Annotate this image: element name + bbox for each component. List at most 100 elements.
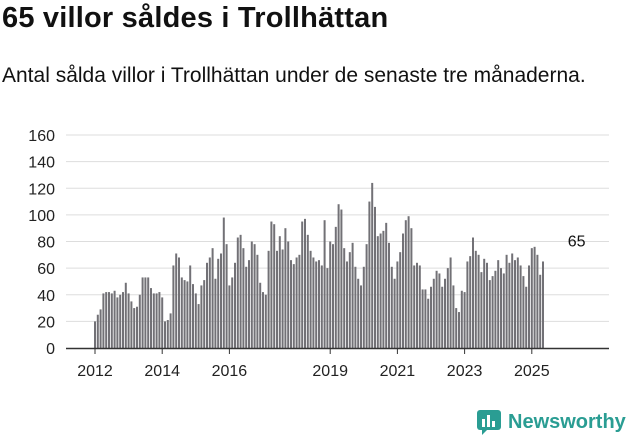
bar xyxy=(539,274,542,348)
y-tick-label: 140 xyxy=(28,155,55,172)
bar xyxy=(161,297,164,348)
bar xyxy=(449,257,452,348)
bar xyxy=(225,244,228,348)
bar xyxy=(253,244,256,348)
bar xyxy=(301,221,304,348)
bar xyxy=(175,253,178,348)
bar xyxy=(200,285,203,348)
bar xyxy=(463,292,466,348)
bar xyxy=(511,253,514,348)
bar xyxy=(222,217,225,348)
bar xyxy=(491,276,494,348)
bar xyxy=(315,261,318,348)
bar xyxy=(180,277,183,348)
bar xyxy=(192,284,194,348)
bar xyxy=(343,248,346,348)
bar xyxy=(444,278,446,348)
bar xyxy=(166,320,169,348)
bar xyxy=(466,261,469,348)
bar xyxy=(477,254,480,348)
bar xyxy=(362,266,365,348)
bar xyxy=(458,312,460,348)
bar xyxy=(102,293,105,348)
bar xyxy=(427,298,430,348)
y-tick-label: 40 xyxy=(37,288,55,305)
bar xyxy=(329,241,332,348)
bar xyxy=(262,292,264,348)
bar xyxy=(133,308,136,348)
bar xyxy=(488,280,491,348)
bar xyxy=(508,262,511,348)
bar xyxy=(505,254,508,348)
bar xyxy=(256,254,259,348)
brand-name: Newsworthy xyxy=(508,410,626,433)
bar xyxy=(306,234,309,348)
bar xyxy=(147,277,150,348)
bar xyxy=(432,278,435,348)
bar xyxy=(155,293,158,348)
bar xyxy=(94,321,96,349)
bar xyxy=(158,292,161,348)
bar xyxy=(99,309,102,348)
y-tick-label: 0 xyxy=(46,341,55,358)
bar xyxy=(382,230,385,348)
bar xyxy=(486,262,488,348)
y-tick-label: 100 xyxy=(28,208,55,225)
bar xyxy=(438,273,441,348)
bar xyxy=(334,226,337,348)
bar xyxy=(452,285,455,348)
bar xyxy=(278,236,281,348)
bar xyxy=(525,286,528,348)
bar xyxy=(348,252,351,348)
bar xyxy=(236,237,239,348)
bar xyxy=(186,281,189,348)
x-axis: 2012 2014 2016 2019 2021 2023 2025 xyxy=(66,347,609,380)
bar xyxy=(124,282,127,348)
bar xyxy=(514,260,516,348)
bar xyxy=(533,246,536,348)
bar xyxy=(217,258,220,348)
bar xyxy=(354,266,357,348)
bar xyxy=(360,285,362,348)
bar xyxy=(441,286,444,348)
bar xyxy=(273,224,276,348)
bar xyxy=(96,314,99,348)
bar xyxy=(407,216,410,348)
y-axis-labels: 0 20 40 60 80 100 120 140 160 xyxy=(28,128,55,358)
bar xyxy=(197,304,200,348)
bar xyxy=(281,249,284,348)
bar xyxy=(337,204,340,348)
bar xyxy=(522,276,525,348)
y-tick-label: 60 xyxy=(37,261,55,278)
bar xyxy=(183,280,186,348)
bar xyxy=(472,237,474,348)
bar xyxy=(264,294,267,348)
bar xyxy=(231,277,234,348)
bar xyxy=(211,248,214,348)
bar xyxy=(385,222,388,348)
bar xyxy=(108,292,110,348)
bar xyxy=(346,261,348,348)
bar xyxy=(172,265,175,348)
bar xyxy=(357,278,360,348)
bar xyxy=(119,294,122,348)
y-tick-label: 20 xyxy=(37,314,55,331)
bar xyxy=(374,206,376,348)
chart-subtitle: Antal sålda villor i Trollhättan under d… xyxy=(2,64,586,87)
bar xyxy=(208,257,211,348)
bar xyxy=(267,250,270,348)
bar xyxy=(421,289,424,348)
bar xyxy=(152,293,155,348)
bar xyxy=(105,292,108,348)
bar xyxy=(390,266,393,348)
bar xyxy=(469,256,472,348)
bar xyxy=(189,265,192,348)
newsworthy-logo-icon xyxy=(477,410,501,435)
bar xyxy=(304,218,306,348)
bar xyxy=(430,286,432,348)
bar xyxy=(113,290,116,348)
x-tick-label: 2021 xyxy=(380,363,416,380)
bar xyxy=(413,265,416,348)
bar xyxy=(248,260,250,348)
